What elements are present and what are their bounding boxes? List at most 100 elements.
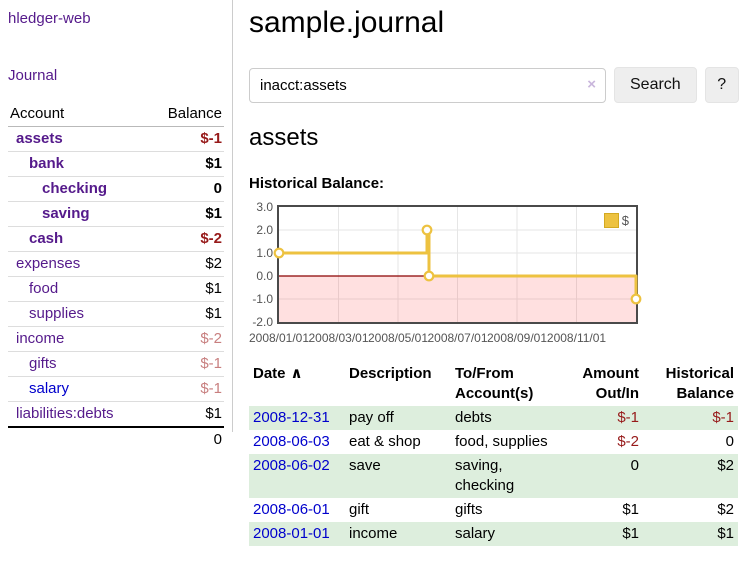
accounts-balance-table: Account Balance assets $-1 bank $1 check… (8, 101, 224, 452)
account-row: income $-2 (8, 326, 224, 352)
transaction-date-link[interactable]: 2008-06-01 (253, 501, 330, 518)
account-row: supplies $1 (8, 301, 224, 327)
accounts-total-row: 0 (8, 426, 224, 452)
account-heading: assets (249, 124, 319, 151)
account-row: food $1 (8, 276, 224, 302)
account-link-income[interactable]: income (16, 330, 65, 347)
account-link-cash[interactable]: cash (29, 230, 64, 247)
sort-asc-icon: ∧ (290, 365, 303, 382)
transaction-amount: $1 (622, 525, 639, 542)
balance-column-header: Historical Balance (665, 365, 734, 402)
x-axis-tick: 2008/05/01 (367, 331, 429, 345)
transaction-date-link[interactable]: 2008-06-03 (253, 433, 330, 450)
account-link-expenses[interactable]: expenses (16, 255, 81, 272)
x-axis-tick: 2008/09/01 (486, 331, 548, 345)
search-form: × Search ? (249, 67, 739, 103)
account-link-gifts[interactable]: gifts (29, 355, 57, 372)
account-row: bank $1 (8, 151, 224, 177)
account-row: liabilities:debts $1 (8, 401, 224, 428)
search-input-wrap: × (249, 67, 606, 103)
x-axis-tick: 2008/07/01 (427, 331, 488, 345)
x-axis-tick: 2008/03/01 (308, 331, 369, 345)
amount-column-header: Amount Out/In (582, 365, 639, 402)
transaction-date-link[interactable]: 2008-12-31 (253, 409, 330, 426)
account-balance: $-2 (148, 226, 224, 252)
search-button[interactable]: Search (614, 67, 697, 103)
account-row: checking 0 (8, 176, 224, 202)
legend-series-label: $ (621, 213, 629, 228)
x-axis-tick: 2008/11/01 (546, 331, 607, 345)
account-row: cash $-2 (8, 226, 224, 252)
transaction-balance: $2 (717, 457, 734, 474)
transaction-row: 2008-06-02 save saving, checking 0 $2 (249, 454, 738, 498)
account-balance: $-1 (148, 351, 224, 377)
account-link-food[interactable]: food (29, 280, 59, 297)
account-balance: $-1 (148, 126, 224, 152)
transaction-row: 2008-12-31 pay off debts $-1 $-1 (249, 406, 738, 430)
description-column-header: Description (349, 365, 432, 382)
account-balance: $-1 (148, 376, 224, 402)
transaction-description: income (349, 525, 398, 542)
register-header-row: Date ∧ Description To/From Account(s) Amo… (249, 362, 738, 406)
transaction-row: 2008-06-01 gift gifts $1 $2 (249, 498, 738, 522)
date-column-header[interactable]: Date ∧ (249, 362, 345, 406)
search-help-button[interactable]: ? (704, 67, 739, 103)
account-row: gifts $-1 (8, 351, 224, 377)
transaction-balance: $1 (717, 525, 734, 542)
transaction-date-link[interactable]: 2008-01-01 (253, 525, 330, 542)
transaction-balance: $-1 (712, 409, 734, 426)
transaction-amount: $-1 (617, 409, 639, 426)
transaction-description: save (349, 457, 381, 474)
chart-title-label: Historical Balance: (249, 175, 385, 192)
y-axis-tick: 0.0 (256, 269, 273, 283)
clear-search-icon[interactable]: × (587, 75, 596, 93)
accounts-table-header: Account Balance (8, 101, 224, 127)
account-link-salary[interactable]: salary (29, 380, 70, 397)
sidebar: hledger-web Journal Account Balance asse… (0, 0, 233, 452)
transaction-accounts: food, supplies (455, 433, 548, 450)
account-link-bank[interactable]: bank (29, 155, 65, 172)
account-balance: 0 (148, 176, 224, 202)
account-link-checking[interactable]: checking (42, 180, 108, 197)
y-axis-tick: 2.0 (256, 223, 273, 237)
tofrom-column-header: To/From Account(s) (455, 365, 534, 402)
account-balance: $1 (148, 301, 224, 327)
account-balance: $1 (148, 401, 224, 428)
accounts-total-value: 0 (148, 426, 224, 452)
account-row: salary $-1 (8, 376, 224, 402)
sidebar-item-journal[interactable]: Journal (8, 67, 58, 84)
account-link-liabilities-debts[interactable]: liabilities:debts (16, 405, 114, 422)
account-column-header: Account (8, 101, 149, 127)
account-balance: $1 (148, 151, 224, 177)
x-axis-tick: 2008/01/01 (248, 331, 310, 345)
transaction-accounts: saving, checking (455, 457, 515, 494)
account-link-assets[interactable]: assets (16, 130, 63, 147)
account-row: expenses $2 (8, 251, 224, 277)
chart-plot-area[interactable]: $ (273, 205, 642, 324)
transaction-description: gift (349, 501, 370, 518)
account-link-saving[interactable]: saving (42, 205, 90, 222)
transaction-amount: $1 (622, 501, 639, 518)
main-panel: sample.journal × Search ? assets Histori… (249, 0, 739, 546)
account-link-supplies[interactable]: supplies (29, 305, 85, 322)
transaction-date-link[interactable]: 2008-06-02 (253, 457, 330, 474)
y-axis-tick: 3.0 (256, 200, 273, 214)
account-balance: $-2 (148, 326, 224, 352)
transaction-row: 2008-06-03 eat & shop food, supplies $-2… (249, 430, 738, 454)
transaction-accounts: salary (455, 525, 496, 542)
search-input[interactable] (249, 67, 606, 103)
balance-chart-svg (273, 207, 642, 322)
transaction-balance: 0 (725, 433, 734, 450)
transaction-description: pay off (349, 409, 394, 426)
account-balance: $1 (148, 276, 224, 302)
chart-legend: $ (601, 212, 631, 229)
app-brand-link[interactable]: hledger-web (8, 10, 91, 27)
account-row: assets $-1 (8, 126, 224, 152)
account-balance: $1 (148, 201, 224, 227)
account-balance: $2 (148, 251, 224, 277)
negative-region (279, 276, 636, 322)
transaction-balance: $2 (717, 501, 734, 518)
transaction-row: 2008-01-01 income salary $1 $1 (249, 522, 738, 546)
register-table: Date ∧ Description To/From Account(s) Amo… (249, 362, 738, 546)
